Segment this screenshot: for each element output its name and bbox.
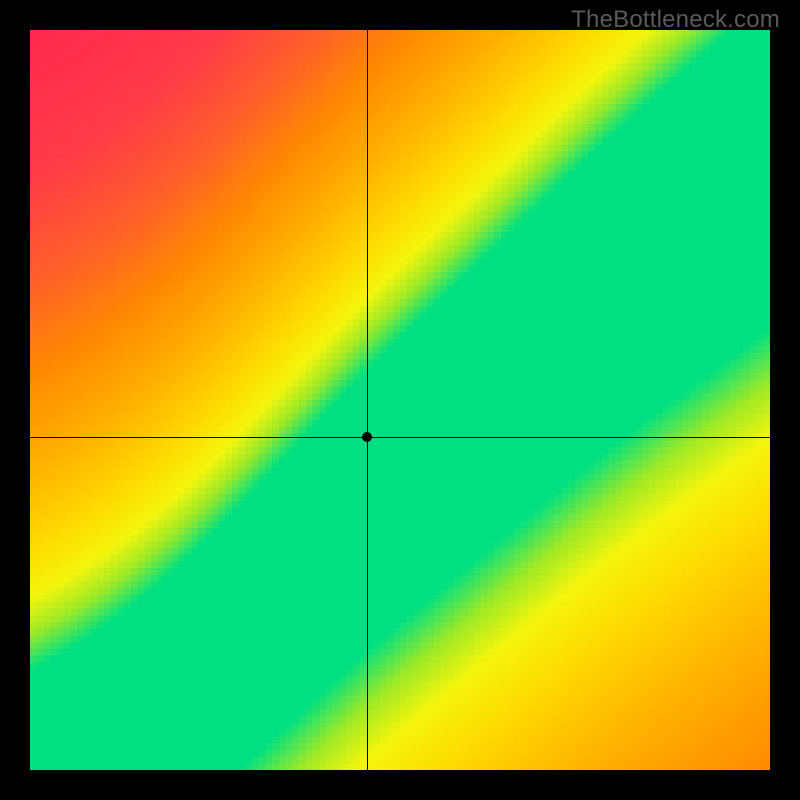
- crosshair-vertical: [367, 30, 368, 770]
- watermark-text: TheBottleneck.com: [571, 6, 780, 34]
- marker-dot: [362, 432, 372, 442]
- plot-area: [30, 30, 770, 770]
- chart-container: TheBottleneck.com: [0, 0, 800, 800]
- heatmap-canvas: [30, 30, 770, 770]
- crosshair-horizontal: [30, 437, 770, 438]
